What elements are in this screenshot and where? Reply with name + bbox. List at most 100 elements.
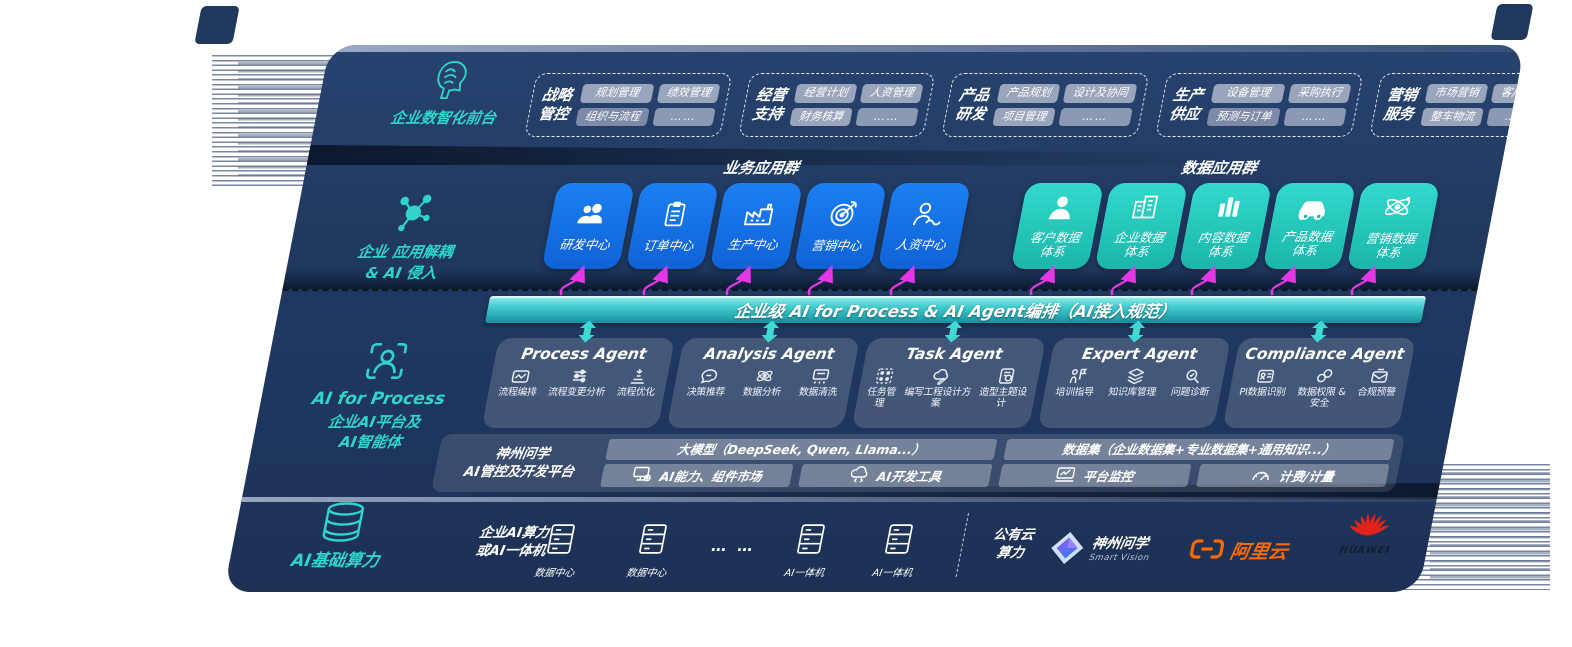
chip-ellipsis: …… <box>1283 107 1347 127</box>
agent-item: PI数据识别 <box>1238 367 1290 399</box>
chip: 项目管理 <box>992 107 1056 127</box>
data-app-tiles: 客户数据 体系 企业数据 体系 内容数据 体系 产品数据 体系 <box>1010 183 1441 269</box>
node-ai-appliance-1: AI一体机 <box>767 523 850 579</box>
layer-shadow-wedge <box>307 145 1506 165</box>
group-supply: 生产 供应 设备管理 采购执行 预测与订单 …… <box>1155 73 1364 137</box>
ai-market-cell: AI能力、组件市场 <box>600 464 794 487</box>
front-layer-title: 企业数智化前台 <box>389 109 498 127</box>
car-icon <box>1294 194 1332 224</box>
agent-item: 流程优化 <box>616 367 660 399</box>
flow-change-icon <box>569 367 590 385</box>
app-layer-title-line2: & AI 侵入 <box>364 263 439 282</box>
gauge-icon <box>1250 466 1274 485</box>
huawei-flower-icon <box>1347 509 1392 543</box>
decision-icon <box>698 367 719 385</box>
agent-item: 决策推荐 <box>685 367 729 399</box>
agent-item: 流程变更分析 <box>547 367 610 399</box>
agent-process: Process Agent 流程编排 流程变更分析 流程优化 <box>481 338 676 428</box>
corner-block-top-right <box>1490 4 1534 40</box>
app-layer-title-line1: 企业 应用解耦 <box>355 243 455 261</box>
theme-design-icon <box>995 367 1016 385</box>
vendor-huawei-logo: HUAWEI <box>1327 509 1410 556</box>
building-icon <box>1128 193 1162 225</box>
front-layer-label: 企业数智化前台 <box>354 59 542 128</box>
platform-dataset-cluster: 数据集（企业数据集+专业数据集+通用知识...） 平台监控 计费/计量 <box>997 439 1395 487</box>
data-analysis-icon <box>754 367 775 385</box>
agent-item: 问题诊断 <box>1170 367 1214 399</box>
agent-item: 合规预警 <box>1356 367 1400 399</box>
dashed-separator-line <box>282 289 1478 291</box>
tile-product-data: 产品数据 体系 <box>1262 183 1357 269</box>
group-product: 产品 研发 产品规划 设计及协同 项目管理 …… <box>941 73 1150 137</box>
vendor-smartvision-logo: 神州问学 Smart Vision <box>1046 531 1154 569</box>
tile-rd-center: 研发中心 <box>541 183 636 269</box>
compliance-alert-icon <box>1369 367 1390 385</box>
agent-row: Process Agent 流程编排 流程变更分析 流程优化 <box>481 338 1417 428</box>
customer-icon <box>1044 193 1078 225</box>
agent-item: 编写工程设计方案 <box>897 367 980 410</box>
agent-item: 培训指导 <box>1054 367 1098 399</box>
factory-icon <box>740 200 776 232</box>
dashed-vertical-divider <box>955 513 970 577</box>
platform-label: 神州问学 AI管控及开发平台 <box>462 445 576 480</box>
chip: 产品规划 <box>996 83 1061 103</box>
agent-item: 流程编排 <box>497 367 541 399</box>
dataset-bar: 数据集（企业数据集+专业数据集+通用知识...） <box>1002 439 1395 460</box>
chip-ellipsis: …… <box>855 107 919 127</box>
main-slab: 企业数智化前台 企业 应用解耦 & AI 侵入 <box>223 45 1526 592</box>
chip-ellipsis: …… <box>1486 107 1526 127</box>
flow-orchestration-icon <box>510 367 531 385</box>
ai-devtool-icon <box>847 465 871 486</box>
training-icon <box>1067 367 1088 385</box>
agent-compliance: Compliance Agent PI数据识别 数据权限 & 安全 合规预警 <box>1222 338 1417 428</box>
vendor-aliyun-logo: 阿里云 <box>1187 537 1290 564</box>
chip: 采购执行 <box>1287 83 1352 103</box>
data-clean-icon <box>810 367 831 385</box>
front-office-groups: 战略 管控 规划管理 绩效管理 组织与流程 …… 经营 支持 经营计划 人资管理 财… <box>524 73 1526 137</box>
tile-marketing-center: 营销中心 <box>793 183 888 269</box>
node-datacenter-2: 数据中心 <box>609 523 692 579</box>
chip: 绩效管理 <box>656 83 721 103</box>
infra-layer-label: AI基础算力 <box>256 501 425 572</box>
tile-production-center: 生产中心 <box>709 183 804 269</box>
infra-layer-title: AI基础算力 <box>289 551 381 571</box>
ai-layer-label: AI for Process 企业AI平台及 AI智能体 <box>271 341 488 452</box>
knowledge-icon <box>1125 367 1146 385</box>
business-app-tiles: 研发中心 订单中心 生产中心 营销中心 <box>541 183 972 269</box>
agent-item: 知识库管理 <box>1107 367 1161 399</box>
agent-analysis: Analysis Agent 决策推荐 数据分析 数据清洗 <box>666 338 861 428</box>
person-scan-icon <box>361 341 410 385</box>
platform-monitor-cell: 平台监控 <box>997 464 1192 487</box>
chip: 人资管理 <box>859 83 924 103</box>
tile-order-center: 订单中心 <box>625 183 720 269</box>
molecule-icon <box>386 193 439 239</box>
agent-item: 数据清洗 <box>798 367 842 399</box>
ai-layer-title-line1: AI for Process <box>310 389 447 409</box>
slab-top-bevel <box>328 45 1525 52</box>
chip: 组织与流程 <box>575 107 650 127</box>
metering-cell: 计费/计量 <box>1195 464 1390 487</box>
agent-task: Task Agent 任务管理 编写工程设计方案 造型主题设计 <box>851 338 1046 428</box>
app-layer-label: 企业 应用解耦 & AI 侵入 <box>302 193 514 283</box>
chip: 设备管理 <box>1210 83 1286 103</box>
tile-hr-center: 人资中心 <box>877 183 972 269</box>
flow-optimize-icon <box>628 367 649 385</box>
team-icon <box>572 200 608 232</box>
agent-item: 造型主题设计 <box>972 367 1036 410</box>
content-icon <box>1212 193 1246 225</box>
atom-icon <box>1378 192 1415 226</box>
barcode-decoration-right <box>1430 472 1550 584</box>
platform-monitor-icon <box>1053 466 1077 486</box>
agent-item: 任务管理 <box>859 367 905 410</box>
agent-item: 数据分析 <box>741 367 785 399</box>
write-plan-icon <box>930 367 951 385</box>
server-icon <box>544 523 577 559</box>
tile-customer-data: 客户数据 体系 <box>1010 183 1105 269</box>
node-ai-appliance-2: AI一体机 <box>855 523 938 579</box>
business-group-title: 业务应用群 <box>721 159 801 177</box>
pi-data-icon <box>1255 367 1276 385</box>
tile-enterprise-data: 企业数据 体系 <box>1094 183 1189 269</box>
group-operation: 经营 支持 经营计划 人资管理 财务核算 …… <box>738 73 936 137</box>
chip: 财务核算 <box>789 107 853 127</box>
